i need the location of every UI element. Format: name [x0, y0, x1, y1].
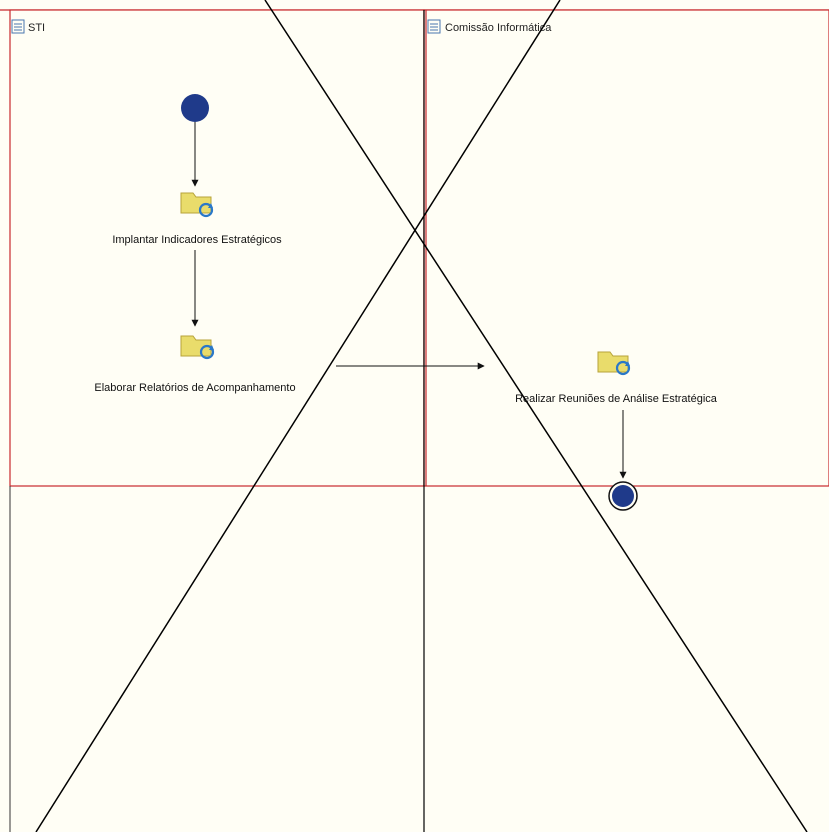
activity-elaborar[interactable]: Elaborar Relatórios de Acompanhamento [94, 335, 296, 394]
activity-label: Implantar Indicadores Estratégicos [112, 234, 282, 246]
lane-sti-box [9, 9, 425, 487]
lane-comissao-informatica: Comissão Informática [423, 9, 829, 487]
cross-out-line-1 [264, 0, 808, 832]
subprocess-activity-icon [180, 192, 214, 218]
end-event-icon[interactable] [608, 481, 638, 511]
activity-label: Elaborar Relatórios de Acompanhamento [94, 382, 295, 394]
activity-label: Realizar Reuniões de Análise Estratégica [515, 393, 718, 405]
lane-comissao-title: Comissão Informática [445, 22, 552, 34]
subprocess-activity-icon [180, 335, 215, 360]
activity-implantar[interactable]: Implantar Indicadores Estratégicos [112, 192, 282, 246]
lane-comissao-box [423, 9, 829, 487]
lane-sti: STI [9, 9, 425, 487]
lane-sti-title: STI [28, 22, 45, 34]
activity-realizar[interactable]: Realizar Reuniões de Análise Estratégica [515, 351, 718, 405]
lane-list-icon [11, 19, 25, 34]
cross-out-line-2 [35, 0, 561, 832]
lane-list-icon [427, 19, 441, 34]
start-event-icon[interactable] [181, 94, 209, 122]
subprocess-activity-icon [597, 351, 631, 376]
